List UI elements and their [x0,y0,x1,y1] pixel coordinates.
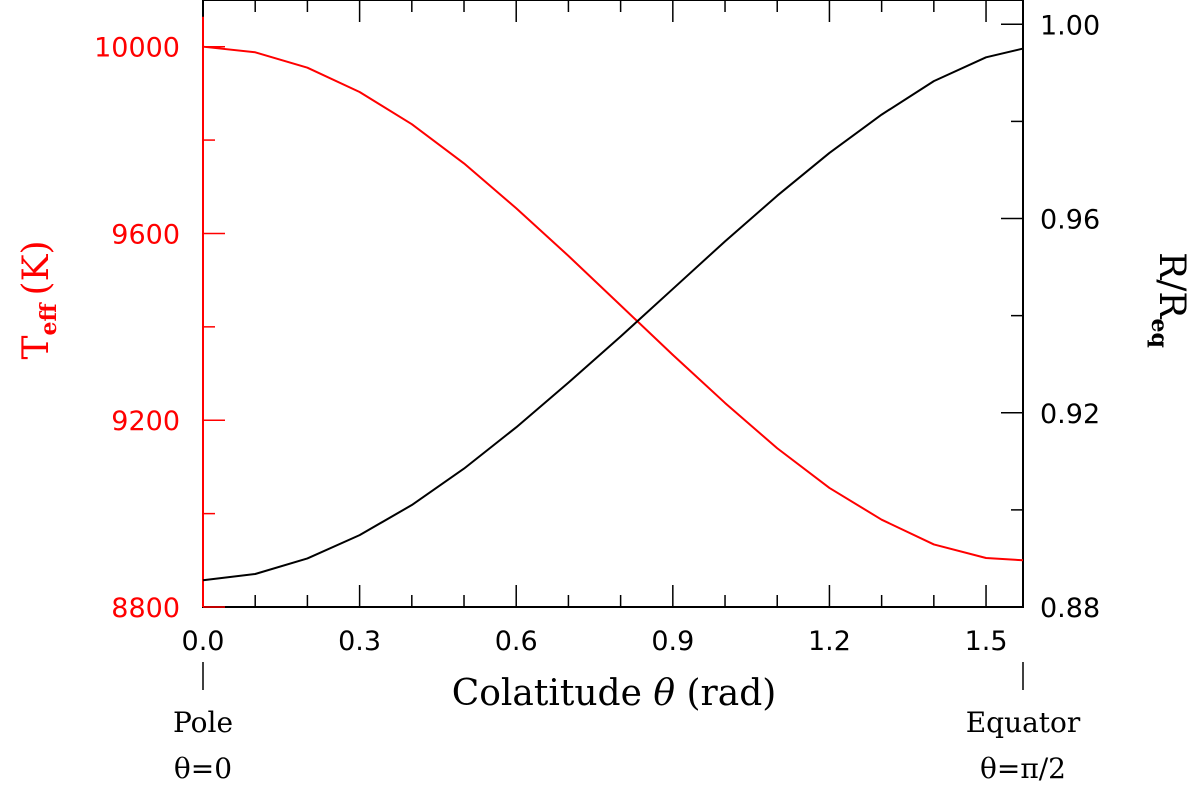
y-right-tick-label: 1.00 [1040,10,1100,41]
axis-ticks [202,0,1023,608]
equator-label: Equator [966,706,1081,739]
pole-label: Pole [173,706,233,739]
plot-frame [202,0,1024,608]
y-right-axis-title: R/Req [1146,252,1192,348]
x-title-text: Colatitude [452,673,642,714]
y-left-tick-label: 9600 [111,219,180,250]
y-left-tick-label: 10000 [94,33,180,64]
y-right-tick-label: 0.96 [1040,205,1100,236]
y-left-tick-label: 9200 [111,406,180,437]
x-title-unit: (rad) [686,673,776,714]
y-right-tick-label: 0.88 [1040,593,1100,624]
y-left-title-unit: (K) [16,240,57,295]
pole-theta: θ=0 [174,752,232,785]
axis-tick-labels: 0.0 0.3 0.6 0.9 1.2 1.5 8800 9200 9600 10000 0.88 0… [94,10,1100,657]
plot-area: 0.0 0.3 0.6 0.9 1.2 1.5 8800 9200 9600 10000 0.88 0… [94,0,1100,657]
y-left-title-sub: eff [36,302,62,336]
y-left-tick-label: 8800 [111,593,180,624]
x-tick-label: 0.3 [338,626,381,657]
y-right-title-base: R/R [1151,252,1192,319]
y-right-title-sub: eq [1146,318,1172,347]
series-layer [202,45,1024,582]
teff-series-line [202,45,1024,562]
radius-series-line [202,47,1024,582]
equator-theta: θ=π/2 [980,752,1066,785]
x-tick-label: 0.9 [651,626,694,657]
y-right-tick-label: 0.92 [1040,399,1100,430]
x-tick-label: 0.6 [495,626,538,657]
x-tick-label: 1.5 [965,626,1008,657]
x-axis-title: Colatitude θ (rad) [452,673,777,714]
x-tick-label: 0.0 [182,626,225,657]
y-left-title-base: T [16,336,57,360]
x-tick-label: 1.2 [808,626,851,657]
x-title-symbol: θ [653,673,675,714]
y-left-axis-title: Teff (K) [16,240,62,359]
